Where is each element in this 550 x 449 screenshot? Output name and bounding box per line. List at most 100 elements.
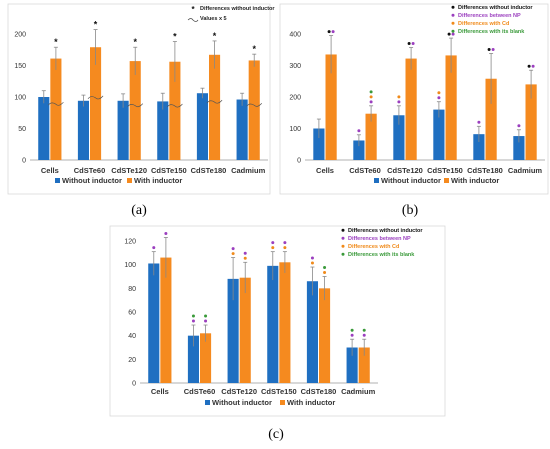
bar-with-inductor [365,113,377,160]
bar-without-inductor [353,140,365,160]
significance-dot-purple [283,241,287,245]
significance-dot-orange [437,91,441,95]
y-tick-label: 100 [124,262,136,269]
note-dot-icon [341,236,345,240]
bar-without-inductor [473,134,485,160]
legend-note: Values x 5 [200,16,227,22]
significance-dot-orange [283,246,287,250]
panel-label: (a) [131,203,147,218]
category-label: CdSTe60 [184,387,216,396]
bar-with-inductor [169,61,181,160]
significance-dot-purple [451,32,455,36]
bar-with-inductor [239,277,251,383]
category-label: Cadmium [508,166,543,175]
significance-dot-purple [411,42,415,46]
category-label: Cells [151,387,169,396]
legend-label: With inductor [287,398,335,407]
significance-dot-black [487,48,491,52]
y-tick-label: 120 [124,239,136,246]
significance-dot-purple [164,231,168,235]
break-mark [206,99,223,104]
legend-label: Without inductor [381,176,441,185]
legend-label: With inductor [134,176,182,185]
note-dot-icon [341,228,345,232]
legend-label: With inductor [451,176,499,185]
chart-panel-3: 0 20 40 60 80 100 120 Cells CdSTe60 CdSTe120 CdSTe… [109,225,446,417]
category-label: Cadmium [231,166,266,175]
category-label: CdSTe120 [111,166,147,175]
significance-dot-purple [369,100,373,104]
bar-with-inductor [90,47,102,161]
note-dot-icon [451,5,455,9]
legend-note: Differences with its blank [348,252,415,258]
significance-dot-purple [310,256,314,260]
break-mark [48,101,64,106]
significance-dot-purple [243,251,247,255]
y-tick-label: 300 [289,63,301,70]
note-dot-icon [341,252,345,256]
chart-panel-1: 0 50 100 150 200 Cells * CdSTe60 * CdSTe120 * CdSTe… [7,3,275,195]
significance-dot-purple [152,246,156,250]
significance-dot-black [527,64,531,68]
bar-without-inductor [77,100,89,160]
y-tick-label: 20 [128,357,136,364]
significance-dot-purple [350,333,354,337]
bar-without-inductor [513,136,525,160]
bar-without-inductor [433,109,445,160]
significance-dot-green [350,328,354,332]
bar-without-inductor [313,128,325,160]
category-label: Cadmium [341,387,376,396]
significance-dot-green [191,314,195,318]
category-label: CdSTe60 [74,166,106,175]
significance-dot-purple [271,241,275,245]
bar-without-inductor [267,265,279,383]
significance-star: * [213,31,217,41]
bar-with-inductor [325,54,337,160]
legend-note: Differences between NP [348,236,411,242]
significance-dot-purple [204,319,208,323]
significance-star: * [133,37,137,47]
significance-dot-purple [357,129,361,133]
significance-dot-purple [231,247,235,251]
category-label: CdSTe180 [191,166,227,175]
y-tick-label: 50 [18,126,26,133]
significance-dot-black [407,42,411,46]
y-tick-label: 200 [14,32,26,39]
significance-star: * [54,37,58,47]
bar-with-inductor [319,288,331,383]
chart-panel-2: 0 100 200 300 400 Cells CdSTe60 CdSTe120 CdSTe15… [279,3,549,195]
significance-dot-orange [323,271,327,274]
legend-note: Differences with Cd [348,244,399,250]
significance-dot-green [204,314,208,318]
note-star-icon: * [191,5,195,14]
legend-swatch [444,178,449,183]
significance-dot-purple [397,100,401,104]
significance-dot-purple [517,124,521,128]
legend-swatch [374,178,379,183]
bar-with-inductor [358,347,370,383]
significance-dot-black [447,32,451,36]
bar-with-inductor [160,257,172,383]
significance-dot-purple [362,333,366,337]
category-label: CdSTe150 [427,166,463,175]
note-dot-icon [341,244,345,248]
panel-label: (c) [268,427,284,442]
bar-without-inductor [236,99,248,160]
legend-note: Differences without inductor [348,228,423,234]
category-label: Cells [41,166,59,175]
significance-dot-green [323,266,327,269]
y-tick-label: 0 [297,158,301,165]
bar-with-inductor [445,55,457,160]
significance-dot-purple [477,120,481,124]
significance-dot-purple [437,96,441,100]
y-tick-label: 60 [128,310,136,317]
significance-star: * [252,44,256,54]
bar-with-inductor [50,58,62,160]
significance-dot-purple [191,319,195,323]
bar-without-inductor [157,101,169,160]
break-mark [246,103,263,107]
legend-note: Differences without inductor [200,6,275,12]
note-break-icon [187,18,199,22]
